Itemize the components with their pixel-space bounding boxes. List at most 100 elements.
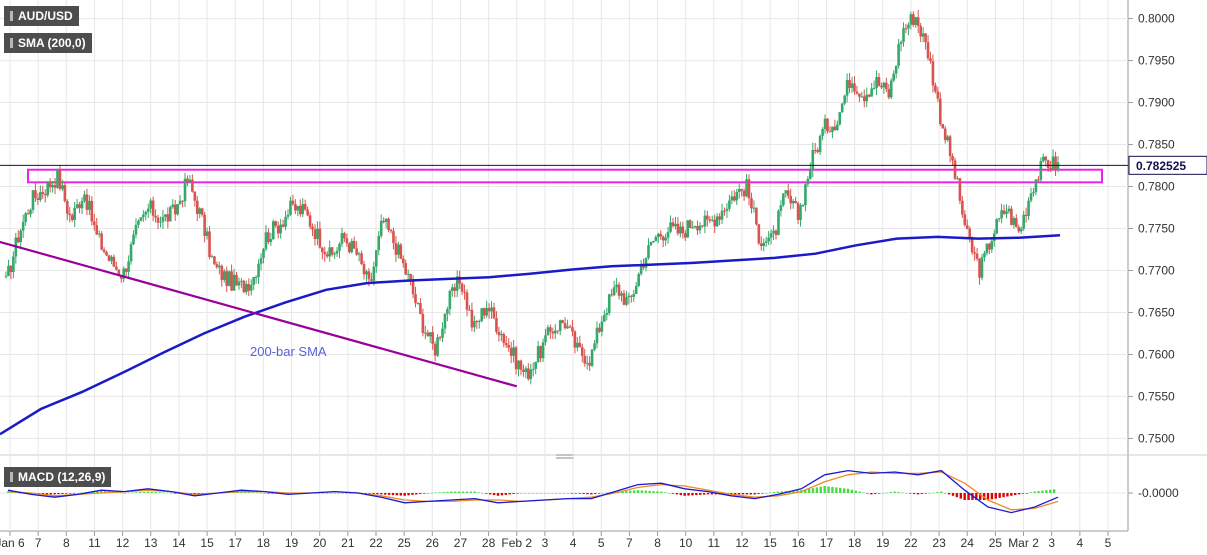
candle-body <box>264 232 268 249</box>
candle-body <box>931 61 935 86</box>
macd-histogram-bar <box>1049 489 1052 493</box>
macd-histogram-bar <box>621 491 624 493</box>
candle-body <box>90 200 94 222</box>
candle-body <box>210 256 214 258</box>
candle-body <box>627 295 631 298</box>
candle-body <box>894 65 898 74</box>
candle-body <box>715 216 719 227</box>
time-tick-label: 15 <box>763 536 777 550</box>
candle-body <box>509 347 513 356</box>
macd-histogram-bar <box>901 492 904 494</box>
candle-body <box>826 118 829 132</box>
macd-histogram-bar <box>749 493 752 495</box>
candle-body <box>541 342 545 359</box>
candle-body <box>338 243 341 251</box>
candle-body <box>144 211 148 215</box>
macd-histogram-bar <box>562 493 566 494</box>
candle-body <box>137 220 140 225</box>
macd-histogram-bar <box>422 493 426 494</box>
candle-body <box>943 128 947 141</box>
macd-histogram-bar <box>652 491 655 493</box>
candle-body <box>517 360 520 370</box>
macd-histogram-bar <box>53 493 56 495</box>
candle-body <box>105 251 108 256</box>
time-tick-label: 5 <box>598 536 605 550</box>
candle-body <box>78 204 81 209</box>
macd-histogram-bar <box>804 489 807 493</box>
macd-histogram-bar <box>286 493 290 495</box>
candle-body <box>75 204 79 208</box>
candle-body <box>487 308 491 312</box>
macd-histogram-bar <box>395 493 399 496</box>
candle-body <box>693 225 697 228</box>
macd-histogram-bar <box>601 493 605 494</box>
candle-body <box>473 321 476 328</box>
macd-histogram-bar <box>57 493 60 495</box>
macd-histogram-bar <box>41 493 45 495</box>
candle-body <box>203 214 206 236</box>
candle-body <box>786 190 790 197</box>
macd-histogram-bar <box>839 487 842 493</box>
candle-body <box>374 250 378 267</box>
candle-body <box>583 355 587 364</box>
macd-histogram-bar <box>531 493 535 494</box>
candle-body <box>384 218 388 223</box>
candle-body <box>142 214 145 218</box>
candle-body <box>816 150 819 153</box>
macd-histogram-bar <box>259 492 262 494</box>
candle-body <box>681 226 685 234</box>
macd-histogram-bar <box>1010 493 1013 496</box>
candle-body <box>573 331 577 348</box>
candle-body <box>218 265 221 268</box>
candle-body <box>1019 228 1023 232</box>
candle-body <box>941 124 945 129</box>
macd-histogram-bar <box>578 493 581 494</box>
candle-body <box>1000 210 1003 219</box>
candle-body <box>294 204 297 211</box>
macd-histogram-bar <box>80 492 84 494</box>
time-tick-label: 17 <box>229 536 243 550</box>
macd-histogram-bar <box>150 491 154 493</box>
macd-histogram-bar <box>870 493 873 495</box>
candle-body <box>713 219 716 227</box>
candle-body <box>823 118 827 130</box>
candle-body <box>514 347 518 370</box>
macd-histogram-bar <box>792 490 795 493</box>
macd-legend-label: MACD (12,26,9) <box>4 467 112 487</box>
candle-body <box>352 240 356 249</box>
candle-body <box>490 307 493 312</box>
candle-body <box>595 327 599 344</box>
candle-body <box>970 239 974 253</box>
macd-histogram-bar <box>461 491 465 493</box>
candle-body <box>225 271 228 286</box>
candle-body <box>34 190 37 199</box>
macd-histogram-bar <box>135 492 138 493</box>
macd-histogram-bar <box>485 493 488 494</box>
candle-body <box>365 271 368 275</box>
candle-body <box>426 332 430 337</box>
candle-body <box>259 258 263 264</box>
candle-body <box>791 200 795 204</box>
candle-body <box>330 247 334 255</box>
candle-body <box>762 242 766 247</box>
macd-histogram-bar <box>325 493 329 494</box>
macd-histogram-bar <box>399 493 402 496</box>
candle-body <box>156 217 160 223</box>
macd-histogram-bar <box>640 490 644 493</box>
macd-histogram-bar <box>18 493 21 494</box>
candle-body <box>1024 214 1028 216</box>
candle-body <box>470 309 474 328</box>
candle-body <box>66 201 69 214</box>
candle-body <box>936 91 940 99</box>
candle-body <box>73 207 76 220</box>
macd-histogram-bar <box>504 493 507 495</box>
candle-body <box>306 209 309 216</box>
macd-histogram-bar <box>403 493 406 496</box>
candle-body <box>281 224 285 227</box>
time-tick-label: 23 <box>932 536 946 550</box>
macd-histogram-bar <box>271 493 274 494</box>
macd-histogram-bar <box>951 493 955 496</box>
candle-body <box>284 216 287 227</box>
candle-body <box>902 28 905 42</box>
candle-body <box>1005 211 1008 214</box>
